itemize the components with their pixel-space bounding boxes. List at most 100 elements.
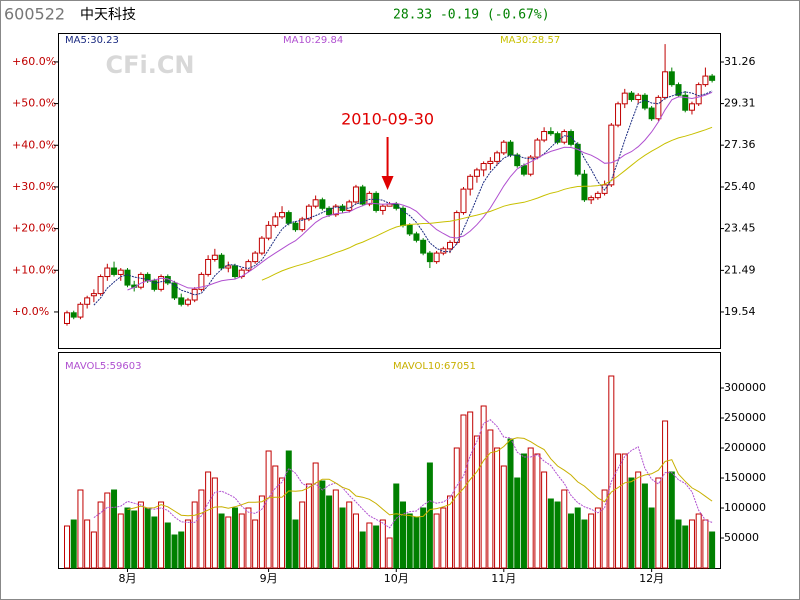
volume-bar bbox=[205, 471, 212, 569]
volume-bar bbox=[615, 453, 622, 569]
candle-body bbox=[326, 207, 333, 216]
candle-body bbox=[352, 186, 359, 203]
candle-body bbox=[547, 131, 554, 135]
volume-bar bbox=[527, 447, 534, 569]
volume-bar bbox=[541, 471, 548, 569]
x-tick-label: 12月 bbox=[639, 572, 664, 585]
volume-bar bbox=[594, 507, 601, 569]
volume-bar bbox=[90, 531, 97, 569]
candle-body bbox=[426, 252, 433, 263]
volume-bar bbox=[500, 465, 507, 569]
volume-bar bbox=[279, 477, 286, 569]
volume-bar bbox=[608, 375, 615, 569]
candle-body bbox=[97, 276, 104, 295]
candle-body bbox=[319, 199, 326, 209]
volume-bar bbox=[561, 489, 568, 569]
candle-body bbox=[413, 233, 420, 241]
candle-body bbox=[272, 216, 279, 226]
volume-bar bbox=[211, 477, 218, 569]
tick-label: +30.0% bbox=[12, 180, 56, 193]
candle-body bbox=[453, 212, 460, 243]
volume-bar bbox=[568, 513, 574, 569]
volume-bar bbox=[675, 519, 682, 569]
volume-bar bbox=[137, 501, 144, 569]
volume-bar bbox=[144, 507, 151, 569]
candle-body bbox=[527, 156, 534, 175]
tick-label: +50.0% bbox=[12, 97, 56, 110]
candle-body bbox=[111, 267, 118, 275]
volume-bar bbox=[366, 522, 373, 569]
candle-body bbox=[655, 96, 662, 120]
volume-bar bbox=[574, 507, 581, 569]
candle-body bbox=[581, 173, 588, 201]
volume-bar bbox=[84, 519, 91, 569]
volume-bar bbox=[97, 501, 104, 569]
candle-body bbox=[312, 199, 319, 207]
volume-bar bbox=[393, 483, 400, 569]
volume-bar bbox=[77, 489, 84, 569]
volume-bar bbox=[305, 483, 312, 569]
stock-code: 600522 bbox=[4, 5, 65, 24]
candle-body bbox=[211, 254, 218, 260]
x-tick-label: 8月 bbox=[118, 572, 136, 585]
candle-body bbox=[561, 131, 568, 143]
volume-bar bbox=[588, 513, 595, 569]
tick-label: 27.36 bbox=[724, 138, 756, 151]
volume-bar bbox=[534, 453, 541, 569]
candle-body bbox=[420, 239, 427, 254]
volume-bar bbox=[373, 525, 380, 569]
candle-body bbox=[641, 94, 648, 109]
candle-body bbox=[507, 141, 514, 156]
candle-body bbox=[588, 197, 595, 201]
volume-bar bbox=[111, 489, 118, 569]
candle-body bbox=[487, 160, 494, 165]
candle-body bbox=[675, 84, 682, 96]
tick-label: +40.0% bbox=[12, 138, 56, 151]
tick-label: 25.40 bbox=[724, 180, 756, 193]
ma-label: MA5:30.23 bbox=[65, 35, 119, 46]
volume-bar bbox=[487, 429, 494, 569]
candle-body bbox=[137, 273, 144, 288]
candle-body bbox=[171, 282, 178, 299]
volume-bar bbox=[554, 501, 561, 569]
volume-bar bbox=[171, 534, 178, 569]
volume-bar bbox=[245, 507, 252, 569]
candle-body bbox=[608, 124, 615, 186]
candle-body bbox=[433, 252, 440, 263]
candle-body bbox=[292, 222, 299, 231]
candle-body bbox=[245, 261, 252, 271]
x-tick-label: 10月 bbox=[384, 572, 409, 585]
volume-bar bbox=[252, 519, 259, 569]
candle-body bbox=[520, 165, 527, 175]
tick-label: 200000 bbox=[724, 441, 766, 454]
volume-bar bbox=[440, 507, 447, 569]
candle-body bbox=[615, 103, 622, 126]
volume-bar bbox=[433, 513, 440, 569]
volume-bar bbox=[662, 420, 669, 569]
ma-label: MA10:29.84 bbox=[283, 35, 343, 46]
volume-bar bbox=[272, 465, 279, 569]
volume-bar bbox=[641, 483, 648, 569]
ma-line bbox=[127, 437, 713, 518]
volume-bar bbox=[319, 480, 326, 569]
candle-body bbox=[628, 92, 635, 101]
candle-body bbox=[299, 218, 306, 231]
candle-body bbox=[305, 205, 312, 220]
volume-bar bbox=[420, 507, 427, 569]
volume-bar bbox=[352, 513, 359, 569]
volume-bar bbox=[265, 450, 272, 569]
volume-bar bbox=[184, 519, 191, 569]
candle-body bbox=[594, 192, 601, 199]
candle-body bbox=[117, 269, 124, 275]
volume-bar bbox=[386, 537, 393, 569]
candle-body bbox=[635, 94, 642, 101]
volume-bar bbox=[507, 438, 514, 569]
tick-label: 100000 bbox=[724, 501, 766, 514]
volume-bar bbox=[238, 513, 245, 569]
vol-ma-label: MAVOL5:59603 bbox=[65, 361, 141, 372]
candle-body bbox=[534, 139, 541, 158]
volume-bar bbox=[547, 498, 554, 569]
volume-bar bbox=[346, 501, 353, 569]
volume-bar bbox=[514, 477, 521, 569]
volume-bar bbox=[131, 510, 138, 569]
